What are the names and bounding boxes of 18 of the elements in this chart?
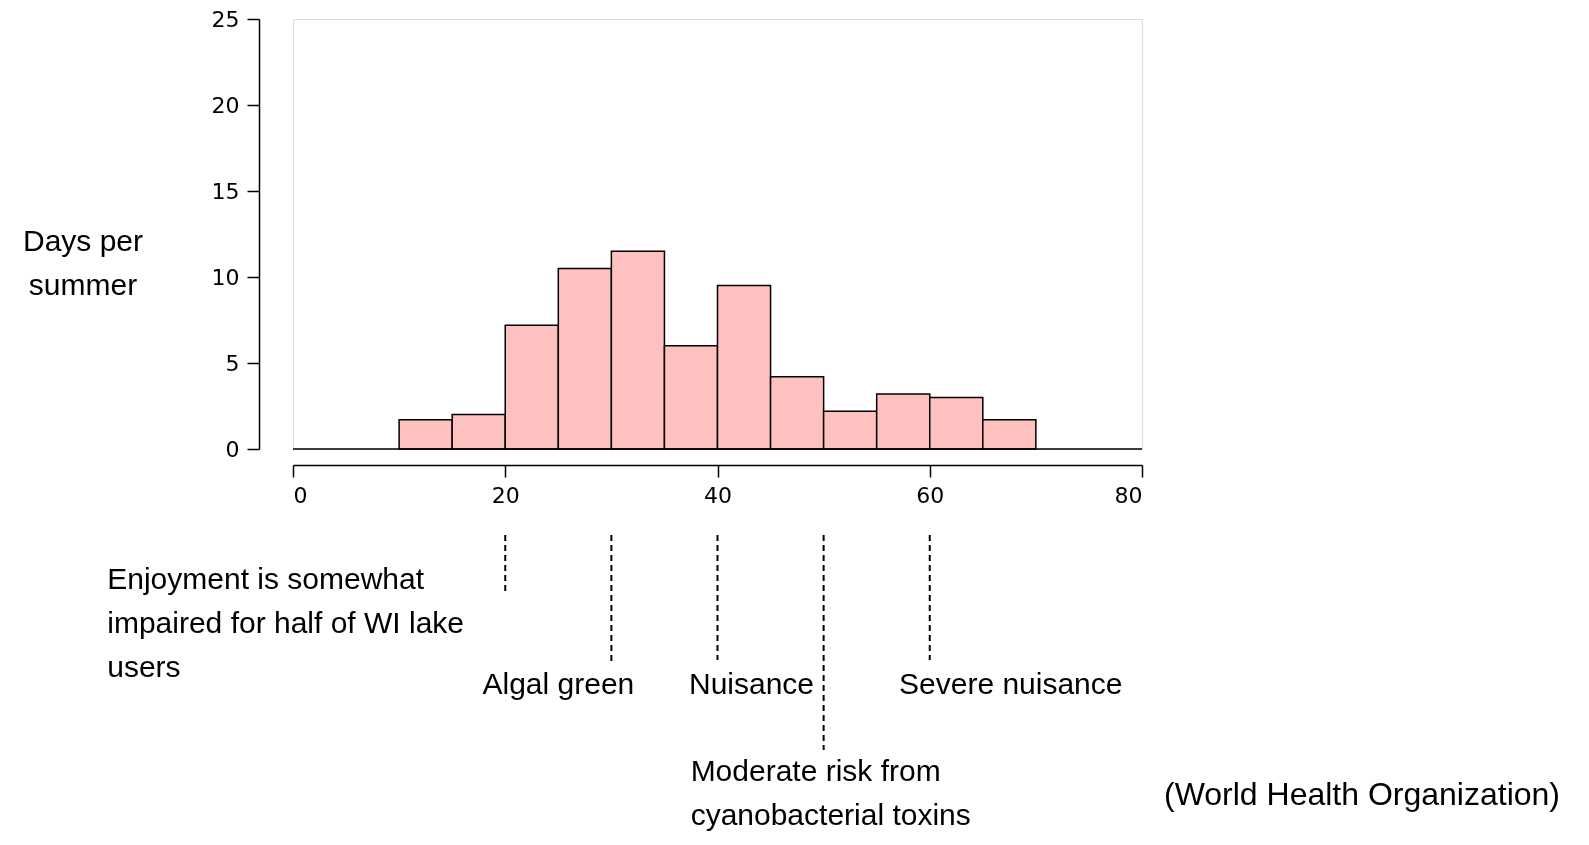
text: (World Health Organization) [1163, 776, 1560, 812]
y-tick-label: 0 [225, 436, 240, 462]
ref-line-label: Enjoyment is somewhat impaired for half of WI lake users [107, 562, 465, 683]
ref-line-label: Algal green [482, 667, 635, 700]
x-tick-label: 60 [916, 482, 945, 508]
ref-line-label: Moderate risk from cyanobacterial toxins [690, 754, 971, 831]
y-tick-label: 10 [211, 264, 240, 290]
x-tick-label: 20 [491, 482, 520, 508]
y-axis-title: Days per summer [22, 224, 144, 301]
y-tick-label: 20 [211, 92, 240, 118]
y-tick-label: 15 [211, 178, 240, 204]
ref-line-label: Severe nuisance [899, 667, 1123, 700]
ref-line-label: Nuisance [688, 667, 815, 700]
x-tick-label: 0 [293, 482, 308, 508]
x-tick-label: 40 [704, 482, 732, 508]
x-tick-label: 80 [1114, 482, 1143, 508]
y-tick-label: 5 [225, 350, 240, 376]
y-tick-label: 25 [211, 6, 240, 32]
